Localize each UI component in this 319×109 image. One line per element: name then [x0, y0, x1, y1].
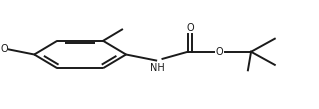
Text: NH: NH [150, 63, 165, 73]
Text: O: O [186, 23, 194, 33]
Text: O: O [0, 43, 8, 54]
Text: O: O [216, 47, 223, 57]
